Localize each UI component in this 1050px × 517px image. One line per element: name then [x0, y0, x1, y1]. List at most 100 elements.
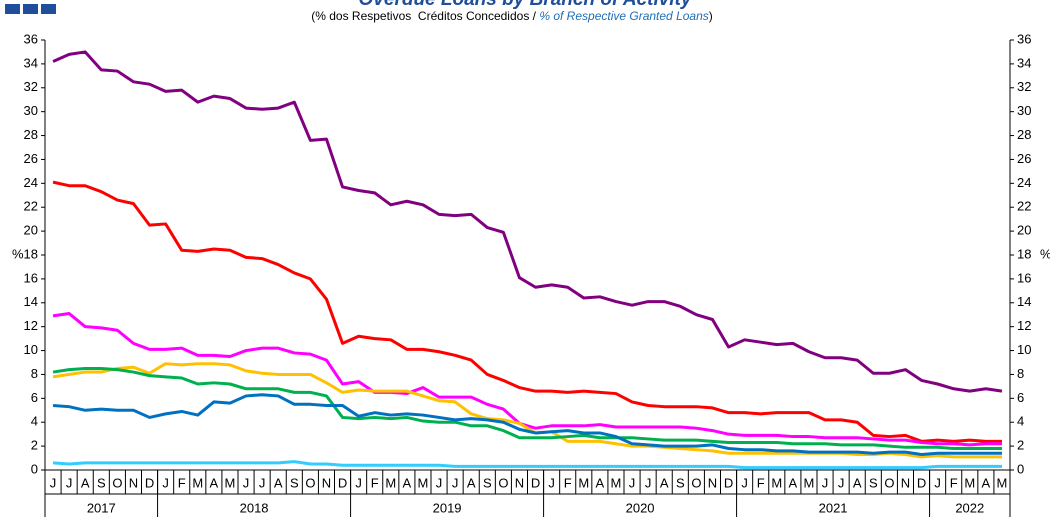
x-tick-label: D — [338, 475, 347, 490]
y2-tick-label: 8 — [1017, 366, 1024, 381]
y-tick-label: 4 — [31, 414, 38, 429]
x-tick-label: M — [804, 475, 815, 490]
x-tick-label: M — [385, 475, 396, 490]
x-tick-label: N — [708, 475, 717, 490]
x-tick-label: J — [66, 475, 73, 490]
x-tick-label: J — [838, 475, 845, 490]
series-line — [52, 362, 1002, 459]
year-label: 2017 — [87, 500, 116, 515]
x-tick-label: N — [901, 475, 910, 490]
year-label: 2018 — [240, 500, 269, 515]
x-tick-label: N — [129, 475, 138, 490]
x-tick-label: O — [498, 475, 508, 490]
x-tick-label: A — [596, 475, 605, 490]
x-tick-label: J — [436, 475, 443, 490]
y-tick-label: 32 — [24, 79, 38, 94]
x-tick-label: M — [192, 475, 203, 490]
y2-tick-label: 4 — [1017, 414, 1024, 429]
x-tick-label: S — [869, 475, 878, 490]
x-tick-label: F — [757, 475, 765, 490]
x-tick-label: A — [789, 475, 798, 490]
x-tick-label: D — [917, 475, 926, 490]
y2-tick-label: 26 — [1017, 151, 1031, 166]
y2-tick-label: 16 — [1017, 270, 1031, 285]
y2-tick-label: 6 — [1017, 390, 1024, 405]
chart-title: Overdue Loans by Branch of Activity — [359, 0, 693, 10]
x-tick-label: J — [629, 475, 636, 490]
x-tick-label: J — [822, 475, 829, 490]
x-tick-label: A — [853, 475, 862, 490]
y2-tick-label: 28 — [1017, 127, 1031, 142]
y-tick-label: 12 — [24, 318, 38, 333]
x-tick-label: J — [162, 475, 169, 490]
y-tick-label: 24 — [24, 175, 38, 190]
y-tick-label: 10 — [24, 342, 38, 357]
x-tick-label: S — [97, 475, 106, 490]
x-tick-label: J — [548, 475, 555, 490]
x-tick-label: J — [243, 475, 250, 490]
x-tick-label: D — [531, 475, 540, 490]
x-tick-label: M — [611, 475, 622, 490]
x-tick-label: J — [645, 475, 652, 490]
x-tick-label: M — [225, 475, 236, 490]
series-line — [52, 180, 1002, 443]
series-line — [52, 366, 1002, 450]
x-tick-label: M — [964, 475, 975, 490]
y-tick-label: 16 — [24, 270, 38, 285]
x-tick-label: O — [112, 475, 122, 490]
x-tick-label: O — [305, 475, 315, 490]
x-tick-label: M — [771, 475, 782, 490]
y-tick-label: 26 — [24, 151, 38, 166]
logo-block — [41, 4, 56, 14]
x-tick-label: O — [884, 475, 894, 490]
y2-tick-label: 24 — [1017, 175, 1031, 190]
y2-tick-label: 12 — [1017, 318, 1031, 333]
x-tick-label: J — [452, 475, 459, 490]
y2-tick-label: 14 — [1017, 294, 1031, 309]
y2-tick-label: 2 — [1017, 438, 1024, 453]
y-tick-label: 20 — [24, 223, 38, 238]
chart-subtitle: (% dos Respetivos Créditos Concedidos / … — [311, 9, 713, 23]
x-tick-label: N — [515, 475, 524, 490]
y-tick-label: 0 — [31, 461, 38, 476]
x-tick-label: A — [81, 475, 90, 490]
y-tick-label: 28 — [24, 127, 38, 142]
x-tick-label: A — [274, 475, 283, 490]
y2-tick-label: 10 — [1017, 342, 1031, 357]
x-tick-label: F — [950, 475, 958, 490]
y2-tick-label: 0 — [1017, 461, 1024, 476]
x-tick-label: F — [178, 475, 186, 490]
x-tick-label: F — [564, 475, 572, 490]
y2-tick-label: 36 — [1017, 31, 1031, 46]
series-line — [52, 393, 1002, 456]
x-tick-label: M — [578, 475, 589, 490]
x-tick-label: M — [997, 475, 1008, 490]
x-tick-label: M — [418, 475, 429, 490]
year-label: 2020 — [626, 500, 655, 515]
y-tick-label: 22 — [24, 199, 38, 214]
series-line — [52, 460, 1002, 470]
x-tick-label: A — [210, 475, 219, 490]
x-tick-label: J — [355, 475, 362, 490]
x-tick-label: N — [322, 475, 331, 490]
year-label: 2021 — [819, 500, 848, 515]
y-tick-label: 14 — [24, 294, 38, 309]
y2-tick-label: 20 — [1017, 223, 1031, 238]
y-tick-label: 34 — [24, 55, 38, 70]
y-tick-label: 30 — [24, 103, 38, 118]
x-tick-label: D — [724, 475, 733, 490]
x-tick-label: J — [50, 475, 57, 490]
year-label: 2022 — [955, 500, 984, 515]
y-tick-label: 36 — [24, 31, 38, 46]
x-tick-label: S — [676, 475, 685, 490]
y2-tick-label: 22 — [1017, 199, 1031, 214]
series-line — [52, 312, 1002, 447]
x-tick-label: A — [403, 475, 412, 490]
x-tick-label: S — [483, 475, 492, 490]
series-line — [52, 50, 1003, 393]
logo-block — [23, 4, 38, 14]
x-tick-label: J — [741, 475, 748, 490]
y2-tick-label: 34 — [1017, 55, 1031, 70]
y2-tick-label: 32 — [1017, 79, 1031, 94]
year-label: 2019 — [433, 500, 462, 515]
